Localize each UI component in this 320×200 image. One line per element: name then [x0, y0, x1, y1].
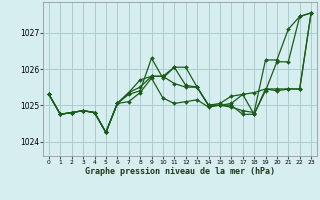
- X-axis label: Graphe pression niveau de la mer (hPa): Graphe pression niveau de la mer (hPa): [85, 167, 275, 176]
